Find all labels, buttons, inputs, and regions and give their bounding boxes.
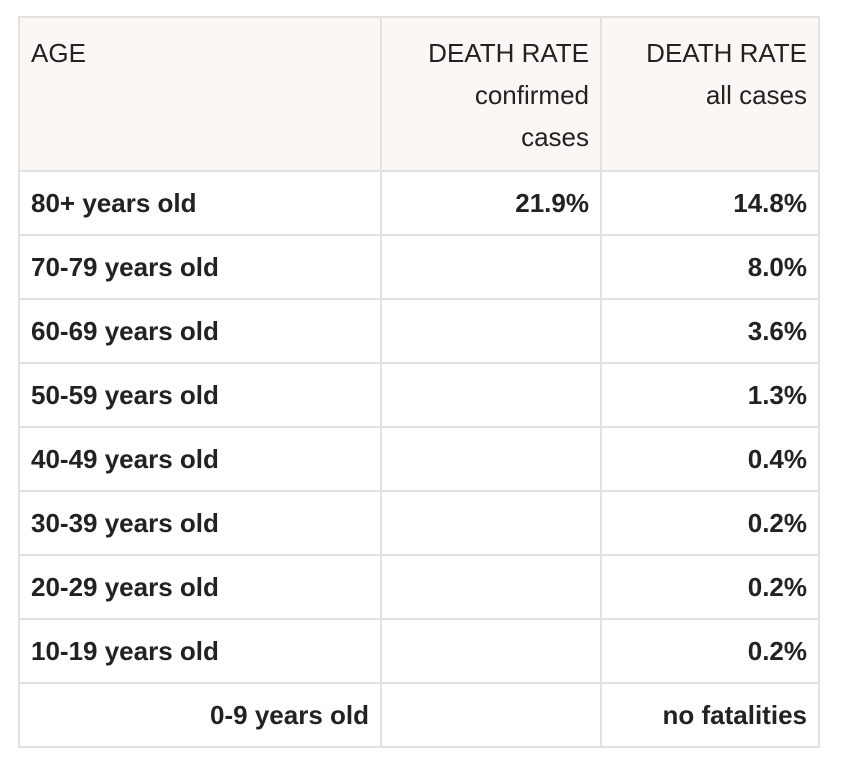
table-row: 50-59 years old 1.3% — [18, 362, 820, 428]
header-text: AGE — [31, 38, 86, 68]
age-cell: 70-79 years old — [18, 234, 382, 300]
header-text: DEATH RATE — [646, 38, 807, 68]
table-body: 80+ years old 21.9% 14.8% 70-79 years old 8.… — [18, 170, 820, 748]
rate-cell: 0.2% — [600, 554, 820, 620]
age-cell: 30-39 years old — [18, 490, 382, 556]
header-text: confirmed — [474, 80, 589, 110]
rate-cell — [380, 618, 602, 684]
rate-cell: 1.3% — [600, 362, 820, 428]
table-row: 0-9 years old no fatalities — [18, 682, 820, 748]
age-cell: 40-49 years old — [18, 426, 382, 492]
header-cell: AGE — [18, 16, 382, 172]
rate-cell — [380, 298, 602, 364]
rate-cell — [380, 426, 602, 492]
age-cell: 0-9 years old — [18, 682, 382, 748]
header-text: all cases — [705, 80, 807, 110]
rate-cell: 0.2% — [600, 618, 820, 684]
age-cell: 20-29 years old — [18, 554, 382, 620]
rate-cell: 0.2% — [600, 490, 820, 556]
rate-cell: 14.8% — [600, 170, 820, 236]
age-cell: 80+ years old — [18, 170, 382, 236]
table-row: 20-29 years old 0.2% — [18, 554, 820, 620]
age-cell: 50-59 years old — [18, 362, 382, 428]
rate-cell: no fatalities — [600, 682, 820, 748]
rate-cell — [380, 490, 602, 556]
table-row: 40-49 years old 0.4% — [18, 426, 820, 492]
table-row: 10-19 years old 0.2% — [18, 618, 820, 684]
header-cell: DEATH RATE confirmed cases — [380, 16, 602, 172]
table-row: 60-69 years old 3.6% — [18, 298, 820, 364]
header-text: cases — [521, 122, 589, 152]
table-row: 30-39 years old 0.2% — [18, 490, 820, 556]
rate-cell: 21.9% — [380, 170, 602, 236]
header-row: AGE DEATH RATE confirmed cases DEATH RATE all… — [18, 16, 820, 172]
rate-cell: 8.0% — [600, 234, 820, 300]
rate-cell — [380, 554, 602, 620]
age-cell: 10-19 years old — [18, 618, 382, 684]
rate-cell — [380, 234, 602, 300]
header-text: DEATH RATE — [428, 38, 589, 68]
table-row: 70-79 years old 8.0% — [18, 234, 820, 300]
rate-cell — [380, 362, 602, 428]
rate-cell: 3.6% — [600, 298, 820, 364]
age-cell: 60-69 years old — [18, 298, 382, 364]
rate-cell — [380, 682, 602, 748]
death-rate-table: AGE DEATH RATE confirmed cases DEATH RATE all… — [18, 16, 820, 748]
header-cell: DEATH RATE all cases — [600, 16, 820, 172]
table-row: 80+ years old 21.9% 14.8% — [18, 170, 820, 236]
rate-cell: 0.4% — [600, 426, 820, 492]
